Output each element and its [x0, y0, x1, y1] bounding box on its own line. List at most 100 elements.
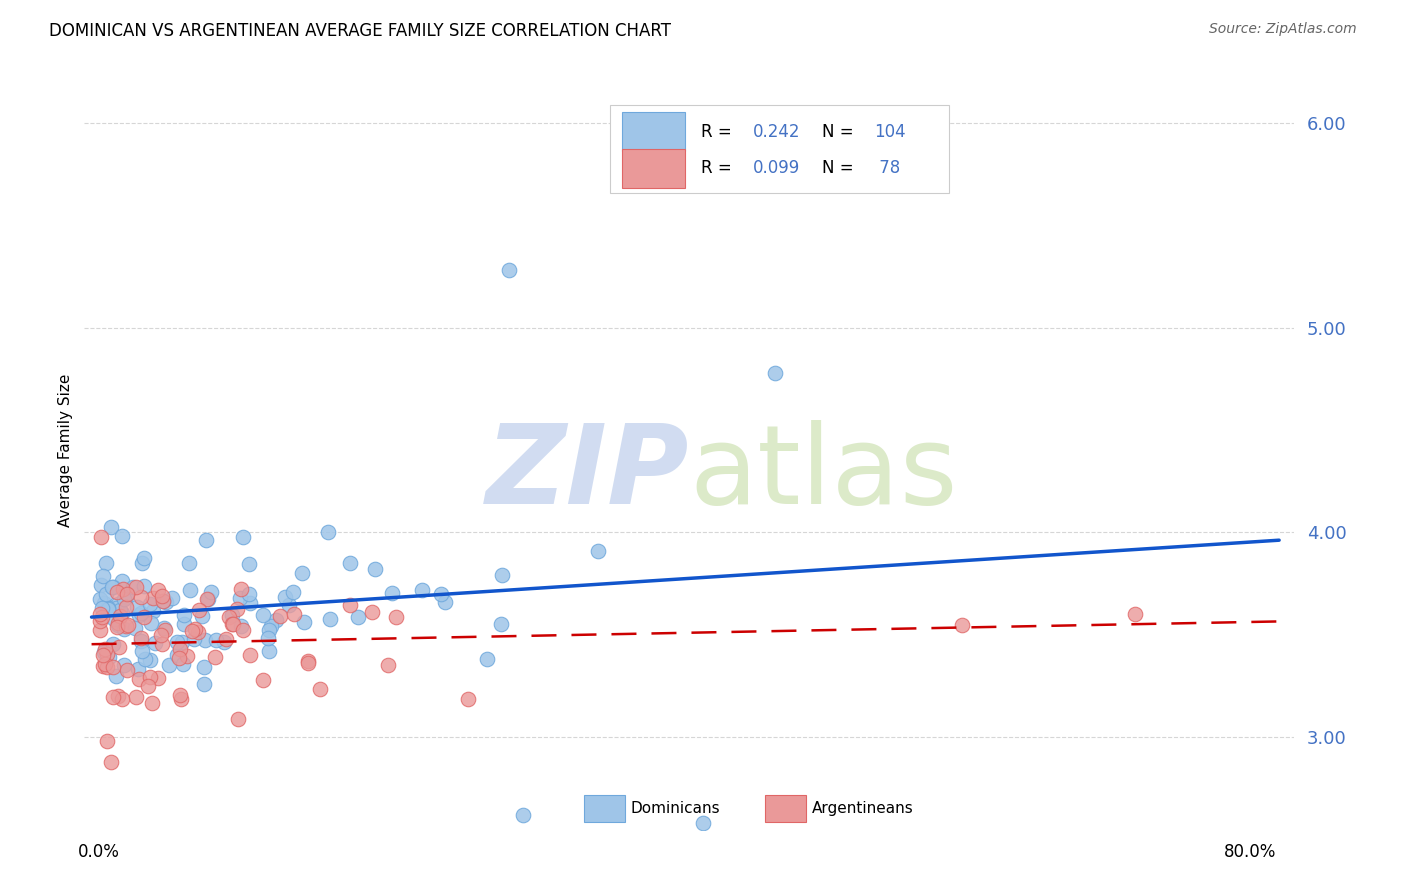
Point [294, 615, 316, 629]
Point [124, 620, 146, 634]
Point [127, 662, 149, 676]
Point [489, 616, 512, 631]
Point [264, 613, 287, 627]
Point [200, 585, 222, 599]
Point [107, 640, 129, 655]
Point [184, 622, 207, 636]
Point [297, 654, 319, 668]
Text: 0.099: 0.099 [754, 160, 800, 178]
Point [100, 755, 122, 769]
Point [115, 663, 138, 677]
FancyBboxPatch shape [623, 112, 685, 152]
Text: N =: N = [823, 122, 859, 141]
Point [129, 634, 152, 648]
Point [257, 624, 280, 638]
Point [132, 610, 155, 624]
Point [231, 582, 253, 597]
Point [112, 658, 135, 673]
Point [138, 679, 160, 693]
Point [177, 556, 200, 570]
Point [512, 808, 534, 822]
Point [187, 625, 209, 640]
Point [475, 652, 498, 666]
Point [269, 608, 291, 623]
Point [226, 602, 249, 616]
Point [134, 652, 156, 666]
Point [347, 609, 370, 624]
Text: 104: 104 [875, 122, 905, 141]
Point [586, 543, 609, 558]
Point [111, 529, 134, 543]
Point [169, 641, 191, 656]
Point [97, 601, 120, 615]
Point [105, 584, 128, 599]
Point [411, 582, 433, 597]
Point [763, 366, 786, 380]
Point [149, 628, 172, 642]
Point [96, 659, 118, 673]
Point [952, 617, 974, 632]
Point [96, 733, 118, 747]
Point [291, 566, 314, 580]
Point [91, 569, 114, 583]
Point [167, 651, 190, 665]
Point [93, 645, 115, 659]
Point [145, 636, 167, 650]
Point [170, 692, 193, 706]
Point [197, 591, 219, 606]
Point [1123, 607, 1146, 622]
Point [176, 649, 198, 664]
Point [457, 692, 479, 706]
Point [89, 607, 111, 622]
Text: N =: N = [823, 160, 859, 178]
Text: R =: R = [702, 122, 737, 141]
Point [162, 591, 184, 605]
Point [97, 602, 120, 616]
Point [150, 589, 173, 603]
Point [115, 591, 138, 605]
Point [339, 556, 361, 570]
Point [115, 599, 138, 614]
Point [107, 618, 129, 632]
Point [146, 671, 169, 685]
Point [257, 644, 280, 658]
Point [101, 580, 124, 594]
Point [98, 649, 121, 664]
FancyBboxPatch shape [623, 149, 685, 188]
Point [222, 616, 245, 631]
Point [309, 682, 332, 697]
Point [226, 712, 249, 726]
Point [125, 600, 148, 615]
Point [172, 657, 194, 671]
Point [131, 644, 153, 658]
Point [107, 615, 129, 630]
Point [90, 531, 112, 545]
Point [364, 562, 387, 576]
Point [238, 587, 260, 601]
Point [183, 632, 205, 646]
Point [117, 618, 139, 632]
Point [232, 623, 254, 637]
Point [141, 696, 163, 710]
Point [115, 618, 138, 632]
Point [111, 606, 134, 620]
Point [259, 619, 281, 633]
Point [215, 632, 238, 646]
Point [377, 657, 399, 672]
Point [107, 689, 129, 703]
Point [96, 647, 118, 661]
Point [91, 648, 114, 663]
Point [283, 607, 305, 621]
Point [91, 658, 114, 673]
Point [278, 598, 301, 612]
Point [316, 524, 339, 539]
Point [153, 623, 176, 637]
Point [179, 582, 201, 597]
Point [141, 615, 163, 630]
Point [125, 690, 148, 704]
Text: Dominicans: Dominicans [631, 801, 720, 816]
Point [191, 609, 214, 624]
Point [283, 585, 305, 599]
Point [139, 597, 162, 611]
Y-axis label: Average Family Size: Average Family Size [58, 374, 73, 527]
